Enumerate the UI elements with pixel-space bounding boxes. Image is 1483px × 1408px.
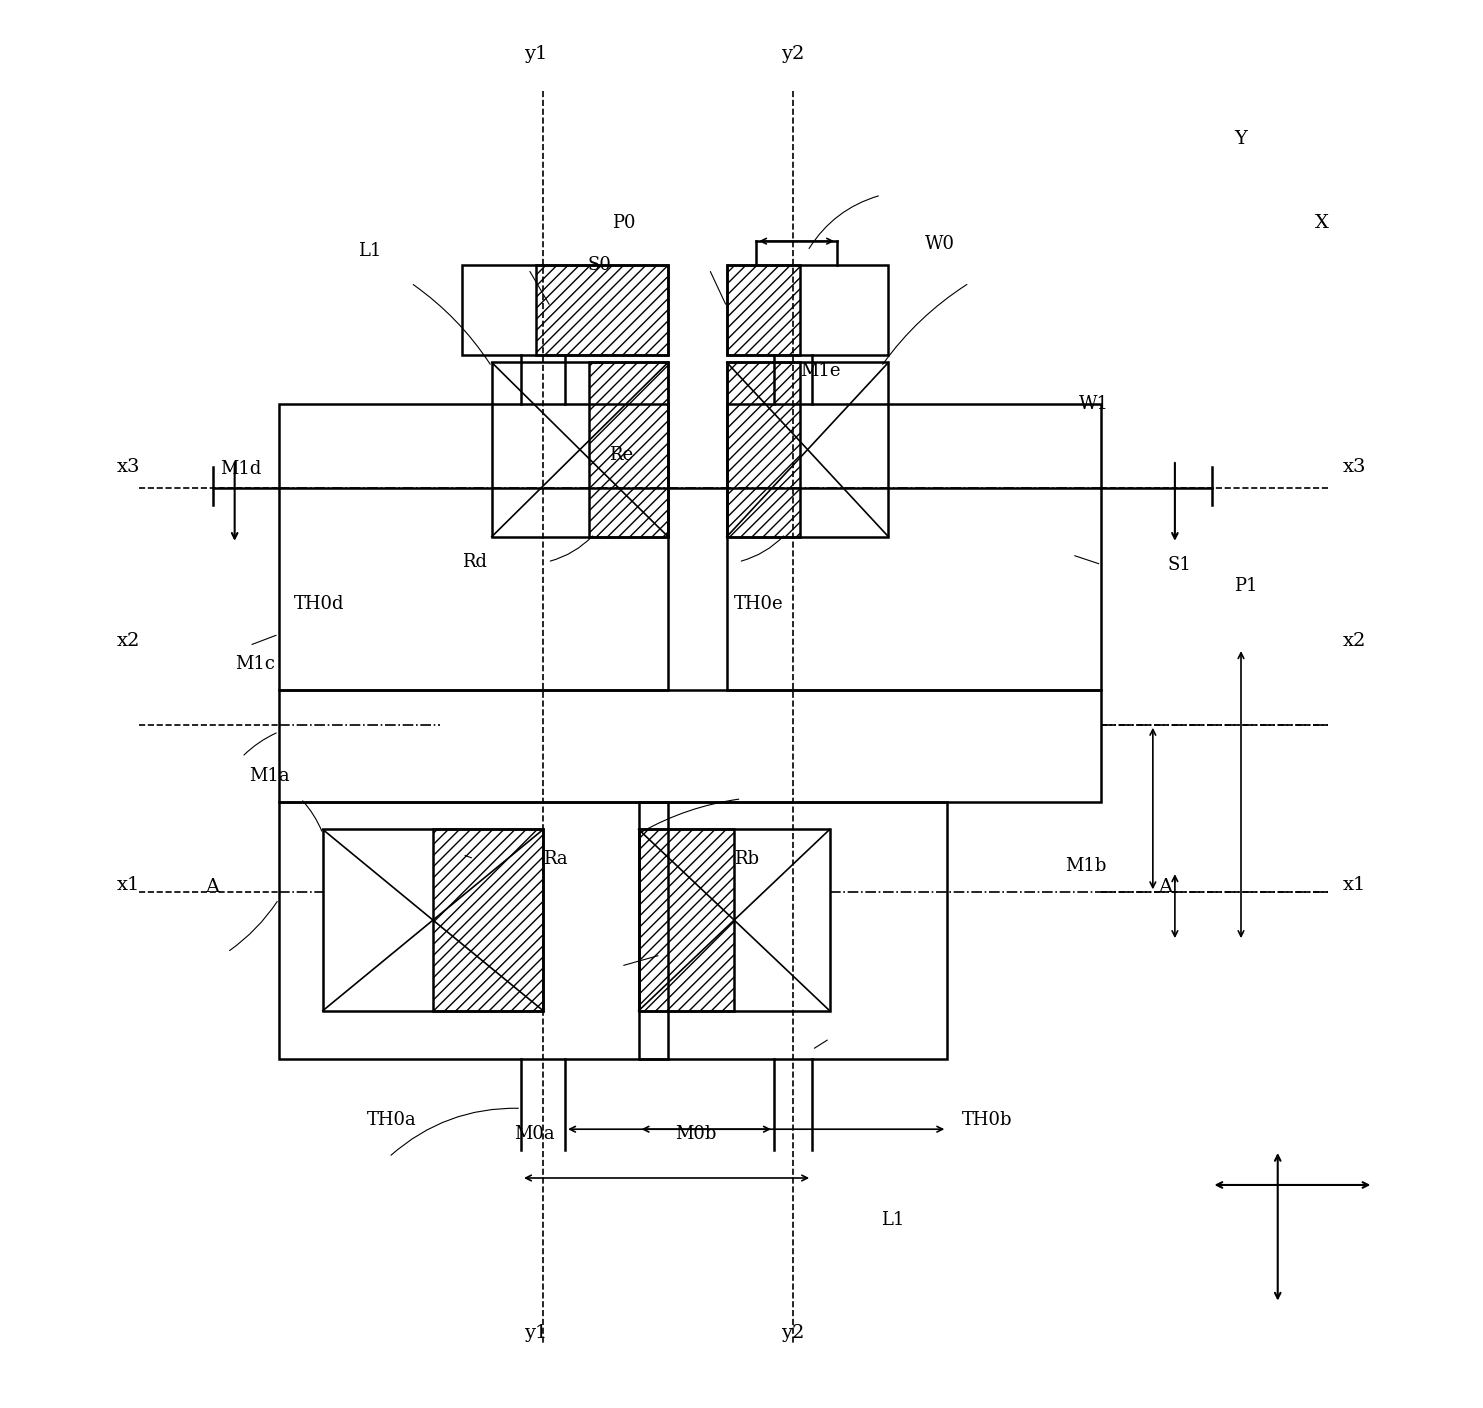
Bar	[535, 265, 667, 355]
Text: x1: x1	[1342, 876, 1366, 894]
Text: M1c: M1c	[234, 655, 274, 673]
Text: L1: L1	[881, 1211, 905, 1229]
Text: X: X	[1315, 214, 1329, 232]
Bar	[463, 265, 667, 355]
Text: Rb: Rb	[734, 850, 759, 869]
Bar	[639, 829, 734, 1011]
Bar	[639, 801, 948, 1059]
Text: TH0e: TH0e	[734, 596, 785, 614]
Bar	[727, 265, 799, 355]
Bar	[492, 362, 667, 536]
Bar	[589, 362, 667, 536]
Text: W0: W0	[925, 235, 955, 253]
Text: x3: x3	[117, 458, 141, 476]
Text: Y: Y	[1234, 131, 1247, 148]
Bar	[279, 801, 667, 1059]
Bar	[727, 362, 888, 536]
Text: Rd: Rd	[463, 553, 488, 572]
Text: Ra: Ra	[543, 850, 568, 869]
Text: x2: x2	[1342, 632, 1366, 650]
Text: S1: S1	[1167, 556, 1191, 573]
Text: x3: x3	[1342, 458, 1366, 476]
Text: y2: y2	[782, 45, 805, 63]
Text: TH0b: TH0b	[962, 1111, 1013, 1129]
Text: TH0a: TH0a	[366, 1111, 417, 1129]
Text: TH0d: TH0d	[294, 596, 344, 614]
Text: Re: Re	[610, 446, 633, 465]
Bar	[727, 362, 799, 536]
Text: M0a: M0a	[513, 1125, 555, 1143]
Text: W1: W1	[1080, 396, 1109, 414]
Text: M1b: M1b	[1065, 857, 1106, 876]
Text: A: A	[206, 879, 219, 897]
Text: y1: y1	[523, 1325, 547, 1342]
Bar	[279, 404, 667, 690]
Text: M1a: M1a	[249, 767, 291, 784]
Text: M0b: M0b	[675, 1125, 716, 1143]
Text: x1: x1	[117, 876, 141, 894]
Bar	[279, 690, 1102, 801]
Text: M1d: M1d	[219, 460, 261, 479]
Text: A': A'	[1158, 879, 1178, 897]
Text: L1: L1	[359, 242, 381, 260]
Bar	[323, 829, 543, 1011]
Bar	[433, 829, 543, 1011]
Text: y2: y2	[782, 1325, 805, 1342]
Text: M1e: M1e	[801, 362, 841, 380]
Text: y1: y1	[523, 45, 547, 63]
Text: P1: P1	[1234, 576, 1258, 594]
Text: x2: x2	[117, 632, 141, 650]
Bar	[727, 404, 1102, 690]
Text: P0: P0	[612, 214, 636, 232]
Bar	[727, 265, 888, 355]
Bar	[639, 829, 829, 1011]
Text: S0: S0	[587, 256, 611, 273]
